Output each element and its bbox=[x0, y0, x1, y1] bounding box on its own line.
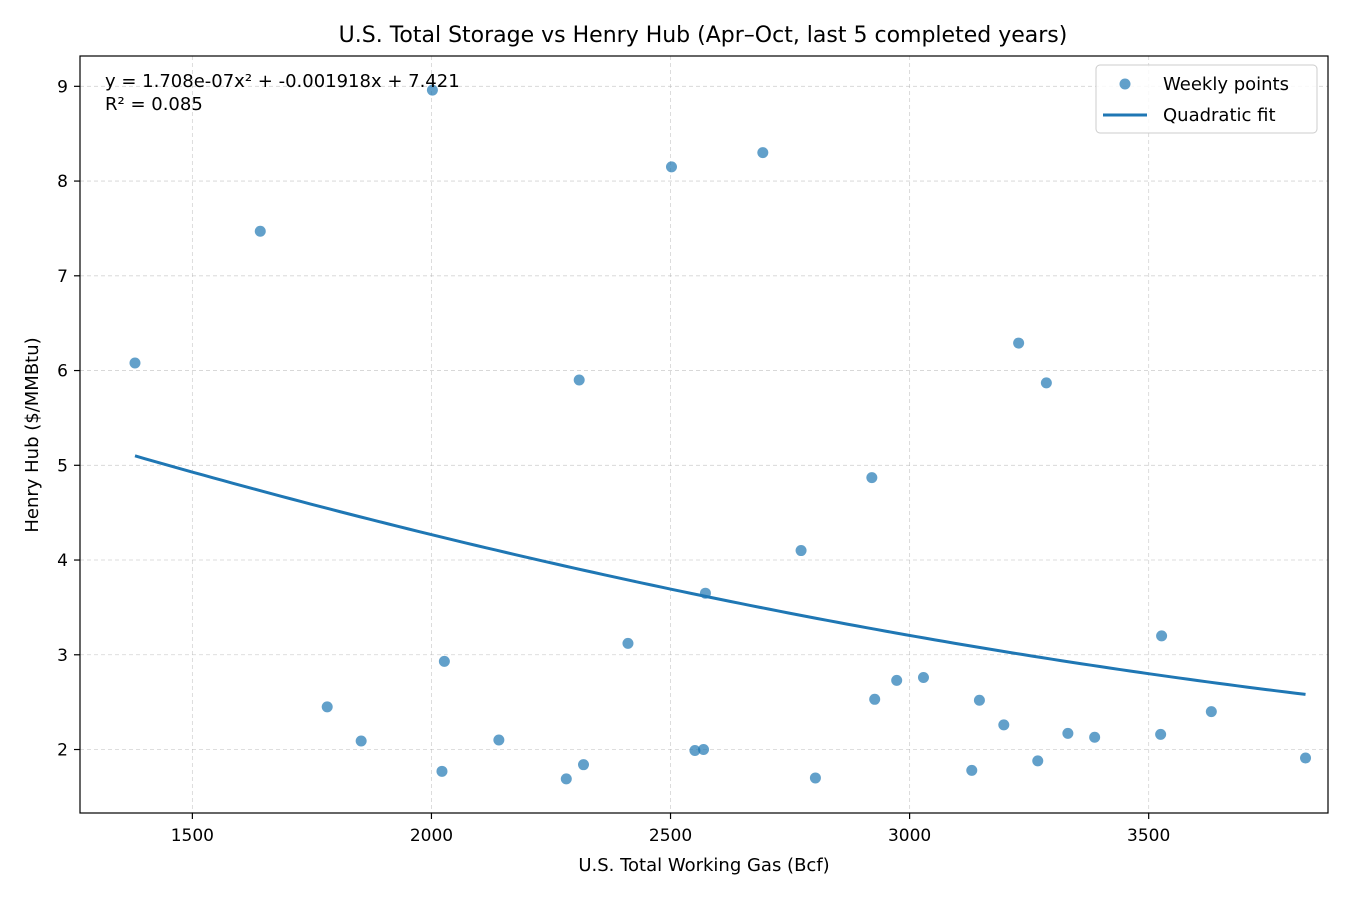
legend-label-quadratic-fit: Quadratic fit bbox=[1163, 105, 1276, 126]
scatter-point bbox=[426, 84, 438, 96]
x-axis-label: U.S. Total Working Gas (Bcf) bbox=[578, 855, 829, 876]
scatter-point bbox=[1089, 731, 1101, 743]
scatter-point bbox=[1205, 706, 1217, 718]
y-tick-label: 6 bbox=[57, 362, 68, 382]
scatter-point bbox=[966, 764, 978, 776]
legend-label-weekly-points: Weekly points bbox=[1163, 74, 1289, 95]
plot-frame bbox=[79, 55, 1329, 814]
legend-marker-weekly-points bbox=[1119, 78, 1131, 90]
x-tick-label: 3000 bbox=[888, 826, 931, 846]
scatter-point bbox=[917, 672, 929, 684]
scatter-point bbox=[866, 472, 878, 484]
scatter-point bbox=[1300, 752, 1312, 764]
y-axis-label: Henry Hub ($/MMBtu) bbox=[22, 337, 43, 532]
x-tick-label: 2000 bbox=[410, 826, 453, 846]
scatter-point bbox=[998, 719, 1010, 731]
scatter-point bbox=[795, 545, 807, 557]
fit-layer bbox=[134, 454, 1306, 696]
scatter-point bbox=[1013, 337, 1025, 349]
scatter-point bbox=[573, 374, 585, 386]
x-tick-label: 3500 bbox=[1127, 826, 1170, 846]
scatter-point bbox=[689, 744, 701, 756]
x-tick-label: 1500 bbox=[171, 826, 214, 846]
scatter-point bbox=[1062, 727, 1074, 739]
x-tick-label: 2500 bbox=[649, 826, 692, 846]
scatter-point bbox=[1156, 630, 1168, 642]
scatter-point bbox=[254, 225, 266, 237]
y-tick-label: 7 bbox=[57, 267, 68, 287]
scatter-point bbox=[757, 147, 769, 159]
y-tick-label: 2 bbox=[57, 741, 68, 761]
y-tick-label: 9 bbox=[57, 77, 68, 97]
points-layer bbox=[129, 84, 1312, 785]
scatter-point bbox=[1155, 728, 1167, 740]
scatter-point bbox=[129, 357, 141, 369]
scatter-point bbox=[438, 655, 450, 667]
scatter-point bbox=[355, 735, 367, 747]
fit-equation: y = 1.708e-07x² + -0.001918x + 7.421 bbox=[105, 71, 460, 92]
y-tick-label: 8 bbox=[57, 172, 68, 192]
y-tick-label: 4 bbox=[57, 551, 68, 571]
scatter-point bbox=[891, 674, 903, 686]
scatter-point bbox=[436, 765, 448, 777]
scatter-point bbox=[321, 701, 333, 713]
scatter-point bbox=[560, 773, 572, 785]
y-tick-label: 5 bbox=[57, 456, 68, 476]
scatter-point bbox=[493, 734, 505, 746]
chart-title: U.S. Total Storage vs Henry Hub (Apr–Oct… bbox=[339, 23, 1068, 48]
scatter-point bbox=[1040, 377, 1052, 389]
scatter-point bbox=[1032, 755, 1044, 767]
y-tick-label: 3 bbox=[57, 646, 68, 666]
legend: Weekly points Quadratic fit bbox=[1095, 64, 1318, 134]
scatter-point bbox=[869, 693, 881, 705]
fit-r-squared: R² = 0.085 bbox=[105, 94, 203, 115]
scatter-point bbox=[973, 694, 985, 706]
scatter-point bbox=[578, 759, 590, 771]
scatter-point bbox=[665, 161, 677, 173]
scatter-point bbox=[699, 587, 711, 599]
scatter-point bbox=[698, 744, 710, 756]
legend-box bbox=[1095, 64, 1318, 134]
scatter-point bbox=[622, 637, 634, 649]
scatter-point bbox=[809, 772, 821, 784]
quadratic-fit-line bbox=[134, 454, 1306, 696]
ticks: 1500 2000 2500 3000 3500 2 3 4 5 6 7 8 9 bbox=[57, 77, 1170, 846]
